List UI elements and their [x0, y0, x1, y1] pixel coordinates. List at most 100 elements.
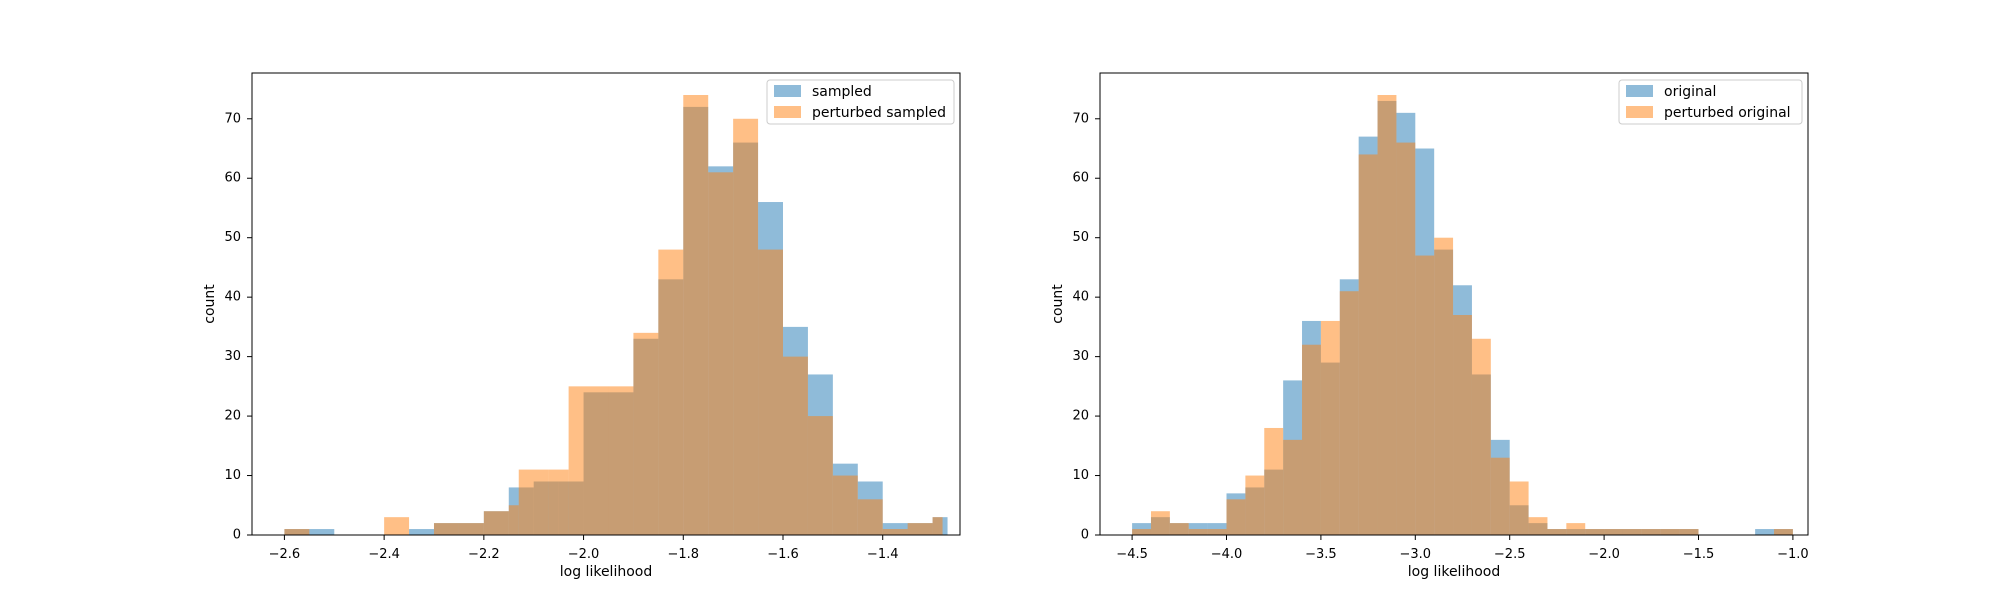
right-histogram-bar [1396, 142, 1416, 535]
left-y-tick: 70 [224, 111, 252, 126]
right-x-tick: −2.5 [1494, 535, 1526, 562]
left-histogram-bar [384, 517, 410, 535]
right-y-tick: 20 [1072, 409, 1100, 424]
left-histogram-bar [807, 416, 833, 535]
right-y-tick: 40 [1072, 290, 1100, 305]
left-histogram-bar [433, 523, 459, 535]
right-histogram-bar [1622, 529, 1642, 535]
right-bars-perturbed-original [1132, 95, 1793, 536]
right-histogram-bar [1415, 255, 1435, 536]
right-histogram-bar [1245, 475, 1265, 535]
right-histogram-bar [1641, 529, 1661, 535]
left-x-tick: −2.4 [368, 535, 400, 562]
right-histogram-bar [1264, 427, 1284, 535]
left-y-tick-label: 10 [224, 468, 241, 483]
left-histogram-bar [568, 386, 609, 535]
left-histogram-bar [458, 523, 484, 535]
left-y-tick-label: 0 [233, 528, 241, 543]
right-x-tick: −3.5 [1305, 535, 1337, 562]
left-histogram-bar [882, 529, 908, 535]
left-x-tick-label: −2.2 [468, 547, 500, 562]
left-y-tick: 30 [224, 349, 252, 364]
right-y-tick: 60 [1072, 171, 1100, 186]
left-histogram-bar [483, 511, 509, 535]
right-x-tick-label: −3.5 [1305, 547, 1337, 562]
left-y-tick: 40 [224, 290, 252, 305]
right-histogram-bar [1320, 320, 1340, 535]
right-x-tick-label: −2.0 [1588, 547, 1620, 562]
left-histogram-bar [518, 469, 549, 535]
left-histogram-bar [857, 499, 883, 535]
right-x-tick-label: −1.5 [1683, 547, 1715, 562]
right-histogram-bar [1434, 237, 1454, 535]
right-histogram-bar [1132, 529, 1151, 535]
right-histogram-bar [1528, 517, 1548, 535]
left-histogram-bar [548, 469, 569, 535]
right-y-axis-label: count [1050, 284, 1066, 324]
right-histogram-bar [1226, 499, 1246, 535]
right-legend-label-original: original [1664, 84, 1716, 100]
right-x-tick-label: −3.0 [1400, 547, 1432, 562]
left-x-tick: −1.4 [867, 535, 899, 562]
right-x-tick-label: −4.0 [1211, 547, 1243, 562]
right-x-tick: −4.0 [1211, 535, 1243, 562]
left-x-tick-label: −2.4 [368, 547, 400, 562]
right-histogram-bar [1377, 95, 1397, 535]
left-legend-swatch-perturbed-sampled [774, 106, 801, 118]
left-y-tick-label: 20 [224, 409, 241, 424]
left-y-tick: 60 [224, 171, 252, 186]
left-histogram-bar [932, 517, 943, 535]
right-y-tick-label: 20 [1072, 409, 1089, 424]
right-histogram-bar [1302, 344, 1321, 535]
right-y-tick-label: 30 [1072, 349, 1089, 364]
left-legend-box [766, 79, 955, 125]
right-y-tick: 70 [1072, 111, 1100, 126]
left-y-tick-label: 30 [224, 349, 241, 364]
left-y-tick: 50 [224, 230, 252, 245]
right-y-tick-label: 70 [1072, 111, 1089, 126]
right-x-tick: −1.5 [1683, 535, 1715, 562]
right-legend-swatch-original [1626, 85, 1653, 97]
left-legend: sampled perturbed sampled [766, 79, 955, 125]
right-x-tick-label: −4.5 [1116, 547, 1148, 562]
right-y-tick-label: 60 [1072, 171, 1089, 186]
left-y-tick: 20 [224, 409, 252, 424]
left-y-tick-label: 70 [224, 111, 241, 126]
left-histogram-bar [284, 529, 335, 535]
right-y-tick-label: 0 [1081, 528, 1089, 543]
left-legend-swatch-sampled [774, 85, 801, 97]
right-x-tick-label: −2.5 [1494, 547, 1526, 562]
right-histogram-bar [1509, 481, 1529, 535]
left-bars-perturbed-sampled [284, 95, 943, 536]
right-y-tick: 0 [1081, 528, 1100, 543]
right-histogram-bar [1358, 154, 1378, 535]
right-x-tick-label: −1.0 [1777, 547, 1809, 562]
right-histogram-bar [1566, 523, 1586, 535]
right-histogram-bar [1453, 315, 1472, 535]
right-legend-box [1618, 79, 1803, 125]
left-histogram-bar [758, 249, 783, 535]
right-legend-swatch-perturbed-original [1626, 106, 1653, 118]
right-x-tick: −1.0 [1777, 535, 1809, 562]
right-y-tick: 50 [1072, 230, 1100, 245]
right-x-ticks: −4.5 −4.0 −3.5 −3.0 −2.5 −2.0 −1.5 −1.0 [1116, 535, 1809, 562]
right-x-tick: −3.0 [1400, 535, 1432, 562]
right-histogram-bar [1169, 523, 1189, 535]
left-x-tick-label: −1.6 [767, 547, 799, 562]
left-x-tick-label: −2.6 [269, 547, 301, 562]
left-x-axis-label: log likelihood [560, 564, 652, 580]
right-histogram-bar [1283, 439, 1303, 535]
right-y-tick-label: 10 [1072, 468, 1089, 483]
right-axes-frame [1099, 72, 1809, 536]
right-histogram-bar [1490, 457, 1510, 535]
left-histogram-bar [658, 249, 684, 535]
right-legend-label-perturbed-original: perturbed original [1664, 105, 1791, 121]
right-histogram-bar [1207, 529, 1227, 535]
right-histogram-panel: −4.5 −4.0 −3.5 −3.0 −2.5 −2.0 −1.5 −1.0 … [1050, 72, 1809, 580]
left-histogram-bar [633, 332, 659, 535]
left-y-tick-label: 50 [224, 230, 241, 245]
left-x-tick: −2.6 [269, 535, 301, 562]
left-x-tick-label: −1.8 [667, 547, 699, 562]
left-axes-frame [251, 72, 961, 536]
